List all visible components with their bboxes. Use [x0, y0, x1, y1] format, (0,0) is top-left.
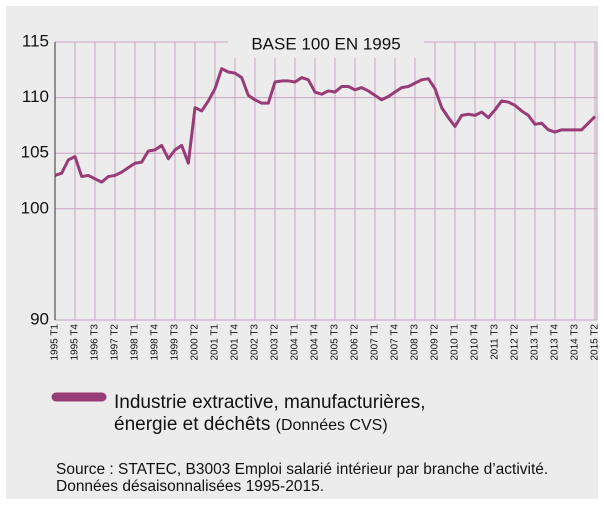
- x-tick-label: 1997 T2: [110, 324, 121, 361]
- x-tick-label: 1996 T3: [90, 324, 101, 361]
- y-tick-label: 105: [21, 143, 49, 162]
- x-tick-label: 2006 T2: [350, 324, 361, 361]
- x-tick-label: 1995 T1: [50, 324, 61, 361]
- x-tick-label: 2004 T4: [310, 324, 321, 361]
- x-tick-label: 2010 T4: [470, 324, 481, 361]
- x-tick-label: 2004 T1: [290, 324, 301, 361]
- x-tick-label: 2001 T4: [230, 324, 241, 361]
- source-note: Source : STATEC, B3003 Emploi salarié in…: [56, 461, 549, 495]
- x-tick-label: 1995 T4: [70, 324, 81, 361]
- x-tick-label: 2010 T1: [450, 324, 461, 361]
- y-tick-label: 90: [30, 309, 49, 328]
- x-tick-label: 2007 T4: [390, 324, 401, 361]
- x-tick-label: 1998 T4: [150, 324, 161, 361]
- title-box: [228, 32, 424, 58]
- x-tick-label: 1999 T3: [170, 324, 181, 361]
- x-tick-label: 2011 T3: [490, 324, 501, 360]
- legend: Industrie extractive, manufacturières, é…: [114, 392, 484, 437]
- legend-label: Industrie extractive, manufacturières, é…: [114, 392, 426, 435]
- x-tick-label: 2000 T2: [190, 324, 201, 361]
- y-tick-label: 110: [22, 87, 49, 106]
- plot-area: [55, 42, 597, 320]
- x-tick-label: 2012 T2: [510, 324, 521, 361]
- legend-note: (Données CVS): [275, 417, 388, 434]
- x-tick-label: 2002 T3: [250, 324, 261, 361]
- x-tick-label: 2015 T2: [590, 324, 598, 361]
- x-tick-label: 2008 T3: [410, 324, 421, 361]
- x-tick-label: 2013 T4: [550, 324, 561, 361]
- chart: BASE 100 EN 1995 90 100 105 110 115 1995 T1 19…: [21, 31, 598, 361]
- chart-title: BASE 100 EN 1995: [251, 34, 400, 53]
- y-tick-label: 115: [22, 31, 49, 50]
- x-tick-label: 2009 T2: [430, 324, 441, 361]
- x-tick-label: 2007 T1: [370, 324, 381, 361]
- x-tick-label: 2013 T1: [530, 324, 541, 361]
- chart-panel: BASE 100 EN 1995 90 100 105 110 115 1995 T1 19…: [6, 6, 598, 499]
- data-line: [54, 67, 597, 184]
- x-tick-label: 1998 T1: [130, 324, 141, 361]
- x-tick-label: 2003 T2: [270, 324, 281, 361]
- x-tick-label: 2005 T3: [330, 324, 341, 361]
- x-tick-label: 2014 T3: [570, 324, 581, 361]
- y-tick-label: 100: [21, 198, 49, 217]
- x-tick-label: 2001 T1: [210, 324, 221, 361]
